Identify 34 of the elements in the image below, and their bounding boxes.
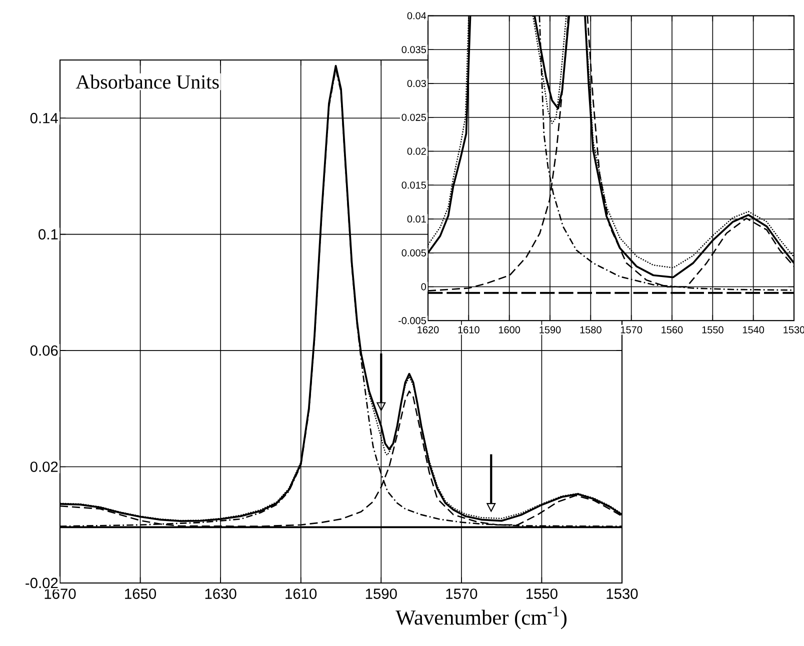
y-tick-label: 0.015 bbox=[402, 182, 426, 189]
y-tick-label: 0.035 bbox=[402, 46, 426, 54]
y-tick-label: 0.1 bbox=[38, 229, 58, 240]
x-tick-label: 1550 bbox=[526, 588, 558, 599]
x-tick-label: 1650 bbox=[125, 588, 156, 599]
y-tick-label: 0.04 bbox=[407, 12, 426, 20]
x-tick-label: 1670 bbox=[44, 588, 76, 599]
y-tick-label: 0.01 bbox=[407, 215, 426, 223]
x-tick-label: 1610 bbox=[286, 588, 317, 599]
x-tick-label: 1630 bbox=[205, 588, 236, 599]
y-tick-label: 0.005 bbox=[402, 249, 426, 256]
x-tick-label: 1570 bbox=[446, 588, 478, 599]
y-tick-label: -0.005 bbox=[398, 317, 426, 324]
y-tick-label: 0.06 bbox=[30, 345, 58, 356]
y-tick-label: 0 bbox=[421, 283, 426, 290]
x-tick-label: 1560 bbox=[662, 326, 683, 334]
x-tick-label: 1550 bbox=[702, 326, 724, 334]
x-tick-label: 1580 bbox=[580, 326, 602, 334]
y-axis-title: Absorbance Units bbox=[76, 74, 219, 89]
x-tick-label: 1590 bbox=[366, 588, 397, 599]
x-tick-label: 1540 bbox=[742, 326, 764, 334]
x-tick-label: 1600 bbox=[498, 326, 520, 334]
y-tick-label: 0.02 bbox=[30, 462, 58, 472]
x-tick-label: 1620 bbox=[418, 326, 439, 334]
y-tick-label: 0.025 bbox=[402, 114, 426, 121]
y-tick-label: -0.02 bbox=[26, 578, 58, 588]
x-axis-title: Wavenumber (cm$^{-1}$) bbox=[396, 606, 567, 630]
y-tick-label: 0.14 bbox=[30, 112, 58, 124]
y-tick-label: 0.02 bbox=[407, 148, 426, 155]
x-tick-label: 1530 bbox=[606, 588, 638, 599]
x-tick-label: 1610 bbox=[458, 326, 480, 334]
y-tick-label: 0.03 bbox=[407, 80, 426, 88]
x-tick-label: 1590 bbox=[540, 326, 561, 334]
x-tick-label: 1570 bbox=[620, 326, 642, 334]
